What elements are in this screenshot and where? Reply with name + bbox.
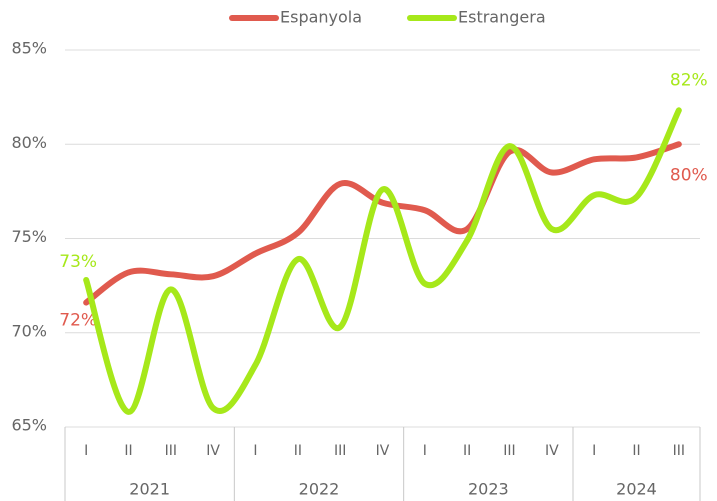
- y-tick-label: 75%: [11, 227, 47, 246]
- x-tick-label: III: [165, 443, 177, 459]
- legend-label: Espanyola: [280, 8, 362, 27]
- x-tick-label: III: [673, 443, 685, 459]
- value-label: 73%: [59, 252, 97, 272]
- value-label: 72%: [59, 311, 97, 331]
- x-tick-label: III: [334, 443, 346, 459]
- x-tick-label: II: [294, 443, 302, 459]
- group-label: 2023: [468, 480, 509, 499]
- x-tick-label: IV: [376, 443, 390, 459]
- x-tick-label: II: [632, 443, 640, 459]
- x-tick-label: I: [84, 443, 88, 459]
- group-label: 2024: [616, 480, 657, 499]
- value-label: 80%: [670, 165, 708, 185]
- y-tick-label: 65%: [11, 416, 47, 435]
- y-tick-label: 85%: [11, 39, 47, 58]
- value-label: 82%: [670, 70, 708, 90]
- x-tick-label: I: [423, 443, 427, 459]
- x-tick-label: III: [503, 443, 515, 459]
- group-label: 2022: [299, 480, 340, 499]
- x-tick-label: I: [592, 443, 596, 459]
- x-tick-label: IV: [206, 443, 220, 459]
- y-tick-label: 80%: [11, 133, 47, 152]
- x-tick-label: I: [253, 443, 257, 459]
- x-tick-label: II: [124, 443, 132, 459]
- series-line: [83, 107, 682, 415]
- group-label: 2021: [129, 480, 170, 499]
- series-line: [83, 141, 682, 306]
- y-tick-label: 70%: [11, 321, 47, 340]
- x-tick-label: II: [463, 443, 471, 459]
- x-tick-label: IV: [545, 443, 559, 459]
- legend-label: Estrangera: [458, 8, 546, 27]
